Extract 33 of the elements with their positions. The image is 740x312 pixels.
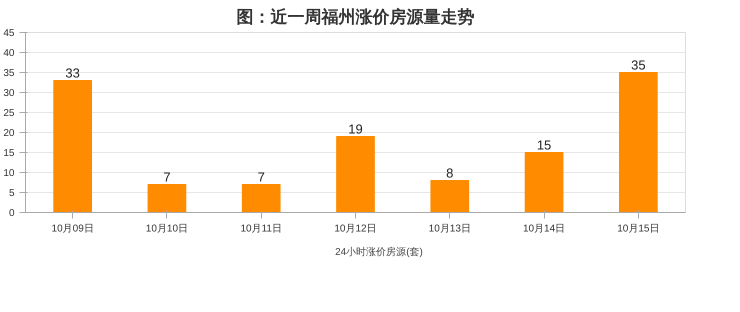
y-tick-label: 35: [3, 68, 15, 79]
x-tick-label: 10月10日: [146, 224, 188, 234]
y-tick-label: 40: [3, 48, 15, 59]
bar: [524, 152, 564, 212]
data-label: 19: [348, 122, 363, 136]
x-tick-label: 10月15日: [617, 224, 660, 234]
chart-title: 图：近一周福州涨价房源量走势: [236, 8, 474, 28]
y-tick-label: 0: [8, 208, 15, 219]
bar: [148, 184, 186, 212]
data-label: 8: [446, 166, 454, 180]
y-tick-label: 45: [3, 28, 15, 39]
data-label: 7: [258, 170, 265, 184]
data-label: 15: [536, 138, 552, 152]
bar: [430, 180, 470, 212]
x-tick-label: 10月11日: [240, 224, 282, 234]
x-tick-label: 10月12日: [334, 224, 377, 234]
y-tick-label: 20: [3, 128, 15, 139]
data-label: 7: [163, 170, 171, 184]
bar: [619, 72, 658, 212]
text: 24小时涨价房源(套): [335, 246, 423, 259]
bar: [53, 80, 92, 212]
x-tick-label: 10月09日: [52, 224, 94, 234]
x-tick-label: 10月13日: [428, 224, 471, 234]
x-tick-label: 10月14日: [522, 224, 566, 234]
data-label: 33: [65, 66, 80, 80]
y-tick-label: 10: [3, 168, 15, 179]
bar: [336, 136, 375, 212]
bar: [242, 184, 281, 212]
data-label: 35: [631, 58, 646, 72]
y-tick-label: 25: [3, 108, 15, 119]
y-tick-label: 15: [3, 148, 15, 159]
y-tick-label: 5: [8, 188, 15, 199]
y-tick-label: 30: [3, 88, 15, 99]
